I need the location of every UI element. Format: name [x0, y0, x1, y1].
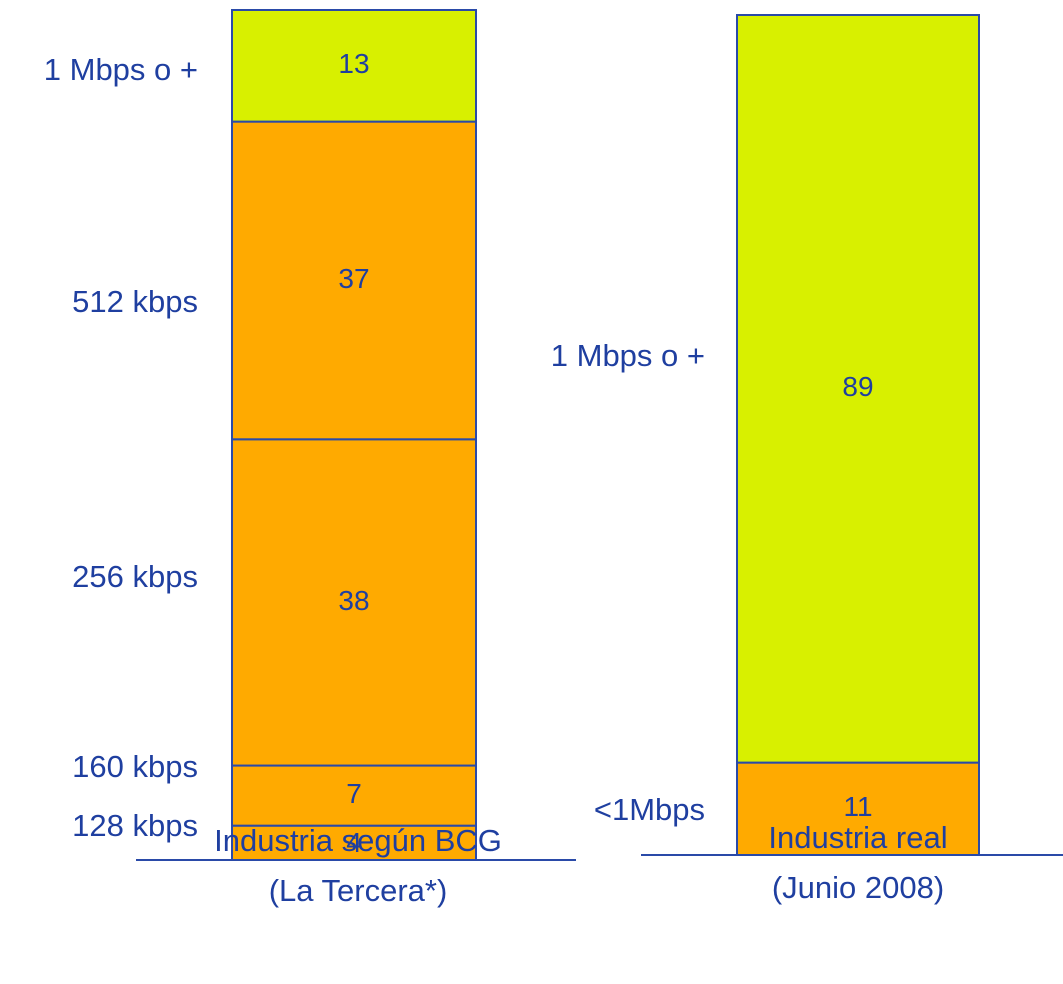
bar-caption: (Junio 2008): [772, 870, 944, 905]
value-label: 4: [346, 827, 362, 858]
bar-1-segment-4: [231, 824, 477, 861]
bar-1-segment-37: [231, 120, 477, 441]
segment-category-label: 256 kbps: [72, 559, 198, 594]
value-label: 38: [338, 585, 369, 616]
bar-1-segment-7: [231, 764, 477, 827]
segment-category-label: 1 Mbps o +: [551, 338, 705, 373]
value-label: 13: [338, 48, 369, 79]
segment-category-label: 160 kbps: [72, 749, 198, 784]
bar-2-segment-11: [736, 761, 980, 856]
bar-caption: (La Tercera*): [269, 873, 448, 908]
segment-category-label: 512 kbps: [72, 284, 198, 319]
bar-caption: Industria real: [768, 820, 947, 855]
segment-category-label: 128 kbps: [72, 808, 198, 843]
bar-2-segment-89: [736, 14, 980, 764]
value-label: 37: [338, 263, 369, 294]
value-label: 7: [346, 778, 362, 809]
segment-category-label: 1 Mbps o +: [44, 52, 198, 87]
bar-1-segment-38: [231, 438, 477, 767]
value-label: 11: [843, 791, 872, 822]
value-label: 89: [842, 371, 873, 402]
bar-1-segment-13: [231, 9, 477, 123]
bar-caption: Industria según BCG: [214, 823, 502, 858]
segment-category-label: <1Mbps: [594, 792, 705, 827]
